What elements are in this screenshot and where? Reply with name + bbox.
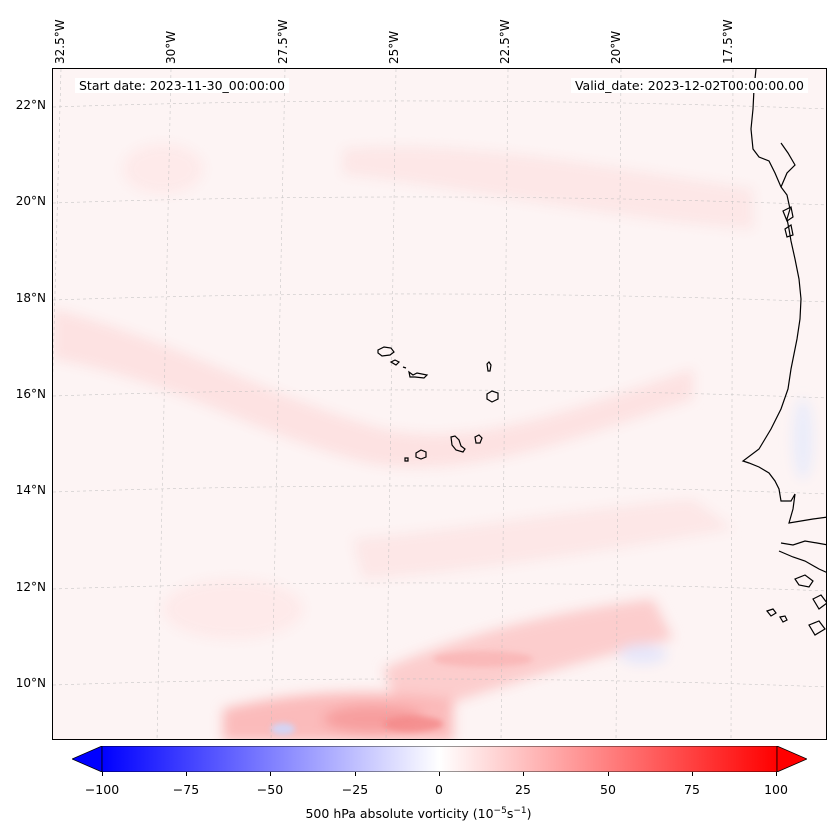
african-coastline <box>741 69 826 636</box>
cape-verde-islands <box>377 346 499 462</box>
cb-tick-label: −50 <box>256 782 284 797</box>
cb-tickmark <box>608 772 609 776</box>
lon-label-27-5w: 27.5°W <box>276 19 290 64</box>
cb-tickmark <box>102 772 103 776</box>
island-brava <box>404 457 409 462</box>
cb-tickmark <box>692 772 693 776</box>
colorbar <box>72 746 807 772</box>
vorticity-band-middle <box>53 309 693 468</box>
vorticity-detail <box>271 651 533 735</box>
start-date-label: Start date: 2023-11-30_00:00:00 <box>75 78 289 93</box>
lat-label-22n: 22°N <box>15 98 46 112</box>
vorticity-low-coast <box>793 399 813 479</box>
cb-tickmark <box>523 772 524 776</box>
cb-tickmark <box>439 772 440 776</box>
colorbar-label-exp2: −1 <box>513 806 527 816</box>
colorbar-label: 500 hPa absolute vorticity (10−5s−1) <box>0 806 837 821</box>
vorticity-neg-spot <box>271 723 295 735</box>
colorbar-extend-min <box>72 746 103 772</box>
lat-label-14n: 14°N <box>15 483 46 497</box>
coastline-senegal-gambia <box>780 540 826 546</box>
graticule <box>53 69 826 739</box>
cb-tick-label: −100 <box>84 782 120 797</box>
vorticity-patch-left <box>123 144 203 194</box>
cb-tick-label: 0 <box>435 782 443 797</box>
colorbar-label-text: 500 hPa absolute vorticity (10 <box>305 806 494 822</box>
vorticity-patch-mid <box>163 579 303 639</box>
island-sao-vicente <box>389 359 401 366</box>
colorbar-label-exp1: −5 <box>493 806 507 816</box>
colorbar-body <box>101 746 778 772</box>
island-fogo <box>415 449 427 460</box>
coastline-coast-northern <box>780 142 796 188</box>
cb-tickmark <box>355 772 356 776</box>
colorbar-extend-max <box>776 746 807 772</box>
vorticity-band-lower <box>353 499 733 579</box>
vorticity-map: Start date: 2023-11-30_00:00:00 Valid_da… <box>52 68 827 740</box>
lat-label-18n: 18°N <box>15 291 46 305</box>
cb-tick-label: 100 <box>764 782 788 797</box>
island-santiago <box>450 435 466 453</box>
colorbar-label-unit: s <box>506 806 514 822</box>
valid-date-label: Valid_date: 2023-12-02T00:00:00.00 <box>570 78 808 93</box>
vorticity-band-upper <box>343 147 753 229</box>
cb-tick-label: −75 <box>172 782 200 797</box>
cb-tick-label: 50 <box>600 782 616 797</box>
colorbar-label-close: ) <box>526 806 532 822</box>
coastline-bijagos <box>765 608 788 623</box>
cb-tick-label: 75 <box>684 782 700 797</box>
cb-tickmark <box>776 772 777 776</box>
lon-label-25w: 25°W <box>387 30 401 64</box>
coastline-guinea-bissau <box>778 550 826 573</box>
lat-label-10n: 10°N <box>15 676 46 690</box>
lon-label-32-5w: 32.5°W <box>53 19 67 64</box>
island-santo-antao <box>377 346 395 357</box>
lat-label-16n: 16°N <box>15 387 46 401</box>
lon-label-22-5w: 22.5°W <box>498 19 512 64</box>
lat-label-20n: 20°N <box>15 194 46 208</box>
island-boa-vista <box>486 390 499 403</box>
island-maio <box>474 434 483 444</box>
island-sal <box>486 361 492 372</box>
lon-label-20w: 20°W <box>609 30 623 64</box>
lat-label-12n: 12°N <box>15 580 46 594</box>
cb-tickmark <box>270 772 271 776</box>
cb-tick-label: −25 <box>341 782 369 797</box>
island-santa-luzia <box>402 366 407 369</box>
cb-tick-label: 25 <box>515 782 531 797</box>
lon-label-17-5w: 17.5°W <box>721 19 735 64</box>
cb-tickmark <box>186 772 187 776</box>
vorticity-field <box>53 144 813 739</box>
vorticity-core <box>383 716 443 732</box>
coastline-cap-blanc <box>782 206 794 238</box>
map-canvas <box>53 69 826 739</box>
coastline-islands-bissau <box>794 574 826 636</box>
lon-label-30w: 30°W <box>164 30 178 64</box>
island-sao-nicolau <box>408 370 429 379</box>
vorticity-low-right <box>619 644 667 664</box>
vorticity-streak <box>433 651 533 667</box>
coastline-mauritania-senegal <box>741 69 826 524</box>
